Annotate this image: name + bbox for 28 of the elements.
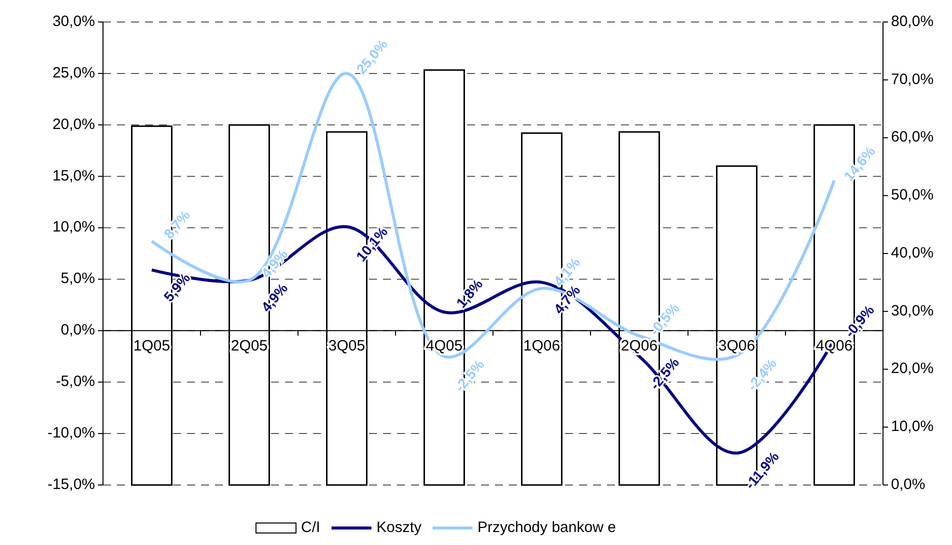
y-tick-label: 30,0%	[52, 12, 95, 30]
y-tick-label: 20,0%	[52, 116, 95, 133]
y-tick-label: 0,0%	[60, 322, 95, 339]
y2-tick-label: 30,0%	[891, 302, 934, 320]
y-tick-label: 15,0%	[52, 167, 95, 184]
legend-label: Koszty	[376, 518, 422, 536]
x-tick-label: 2Q05	[230, 338, 268, 355]
x-tick-label: 1Q06	[523, 338, 560, 355]
y-tick-label: -5,0%	[56, 373, 95, 390]
x-tick-label: 3Q06	[718, 338, 756, 355]
y2-tick-label: 70,0%	[891, 70, 934, 88]
y-tick-label: -10,0%	[47, 424, 95, 442]
legend-label: C/I	[301, 518, 320, 536]
y2-tick-label: 60,0%	[891, 128, 934, 146]
x-tick-label: 4Q05	[426, 338, 463, 355]
y2-tick-label: 0,0%	[891, 476, 926, 493]
y-tick-label: 5,0%	[60, 270, 95, 288]
y-tick-label: -15,0%	[47, 476, 95, 493]
x-tick-label: 3Q05	[328, 338, 366, 355]
legend-label: Przychody bankow e	[478, 518, 616, 536]
y2-tick-label: 10,0%	[891, 418, 934, 436]
x-tick-label: 1Q05	[133, 338, 170, 355]
y2-tick-label: 50,0%	[891, 186, 934, 204]
y2-tick-label: 40,0%	[891, 244, 934, 262]
y-tick-label: 25,0%	[52, 64, 95, 82]
y2-tick-label: 20,0%	[891, 360, 934, 378]
y-tick-label: 10,0%	[52, 218, 95, 236]
y2-tick-label: 80,0%	[891, 12, 934, 30]
